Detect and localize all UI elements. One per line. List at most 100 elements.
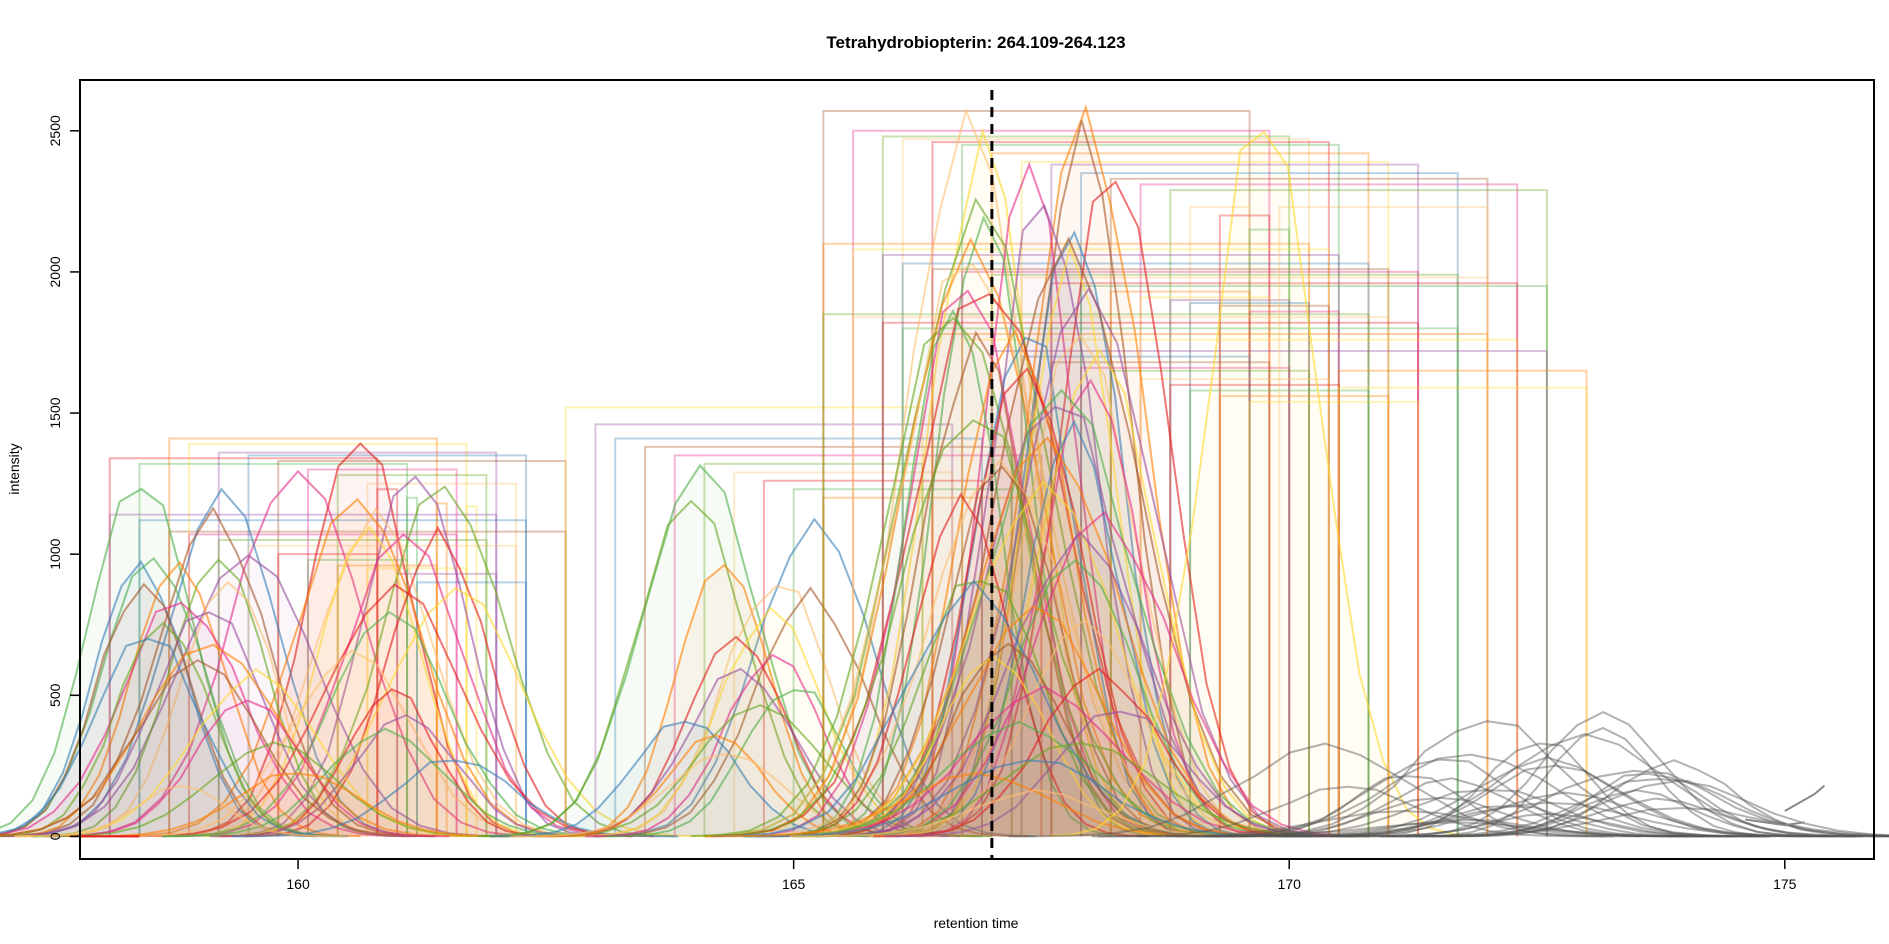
peak-trace bbox=[1207, 818, 1721, 838]
peak-trace bbox=[1203, 775, 1614, 838]
peak-fill bbox=[67, 773, 527, 837]
integration-box bbox=[852, 248, 1330, 837]
isolated-trace bbox=[1784, 784, 1826, 812]
peak-fill bbox=[864, 335, 1296, 837]
integration-box bbox=[822, 313, 1370, 837]
peak-trace bbox=[705, 772, 1250, 838]
peak-trace bbox=[585, 653, 960, 838]
integration-box bbox=[1080, 172, 1459, 837]
integration-box bbox=[990, 152, 1370, 837]
peak-trace bbox=[1326, 769, 1889, 838]
integration-box bbox=[901, 327, 1459, 837]
peak-trace bbox=[1282, 805, 1735, 838]
peak-trace bbox=[816, 530, 1344, 838]
peak-trace bbox=[1416, 797, 1889, 838]
peak-trace bbox=[1432, 772, 1864, 838]
peak-trace bbox=[217, 475, 614, 838]
peak-trace bbox=[1371, 710, 1835, 838]
peak-trace bbox=[890, 230, 1259, 838]
peak-trace bbox=[243, 525, 632, 838]
integration-box bbox=[1218, 395, 1390, 837]
integration-box bbox=[1248, 310, 1340, 837]
integration-box bbox=[1248, 400, 1420, 837]
integration-box bbox=[1337, 369, 1588, 837]
integration-box bbox=[217, 539, 488, 837]
integration-box bbox=[901, 262, 1370, 837]
peak-trace bbox=[1214, 777, 1689, 838]
integration-box bbox=[990, 349, 1548, 837]
peak-trace bbox=[0, 659, 436, 838]
axes: 160 165 170 175 0 500 1000 1500 2000 2500 bbox=[47, 79, 1875, 892]
peak-trace bbox=[838, 336, 1213, 838]
integration-box bbox=[733, 471, 954, 837]
integration-box bbox=[1020, 276, 1489, 837]
y-tick-label: 2000 bbox=[47, 256, 63, 287]
peak-trace bbox=[67, 772, 527, 838]
peak-trace bbox=[232, 759, 679, 838]
peak-fill bbox=[711, 580, 1236, 837]
peak-fill bbox=[770, 437, 1325, 837]
peak-trace bbox=[1295, 764, 1815, 838]
peak-trace bbox=[1404, 726, 1802, 838]
peak-group-trailing-noise bbox=[1008, 369, 1889, 838]
x-tick-label: 165 bbox=[782, 876, 806, 892]
peak-fill bbox=[864, 107, 1307, 837]
peak-trace bbox=[1091, 785, 1605, 838]
peak-trace bbox=[1165, 753, 1777, 838]
peak-trace bbox=[910, 180, 1321, 837]
integration-box bbox=[406, 496, 418, 837]
integration-box bbox=[247, 454, 528, 837]
isolated-trace bbox=[1745, 818, 1805, 827]
peak-trace bbox=[163, 727, 608, 838]
integration-box bbox=[703, 462, 924, 837]
peak-trace bbox=[32, 558, 405, 838]
integration-box bbox=[881, 321, 1420, 837]
peak-fill bbox=[799, 643, 1218, 837]
peak-trace bbox=[1136, 821, 1769, 838]
integration-box bbox=[1050, 282, 1519, 837]
integration-box bbox=[1218, 304, 1330, 837]
peak-fill bbox=[770, 481, 1317, 837]
plot-frame bbox=[79, 79, 1875, 860]
peak-trace bbox=[1330, 812, 1771, 838]
peak-fill bbox=[489, 721, 881, 837]
peak-trace bbox=[14, 784, 347, 838]
peak-trace bbox=[1416, 789, 1857, 838]
integration-box bbox=[1169, 189, 1548, 837]
peak-trace bbox=[173, 533, 634, 838]
integration-box bbox=[852, 129, 1271, 837]
integration-box bbox=[168, 437, 438, 837]
peak-trace bbox=[53, 469, 543, 838]
peak-traces bbox=[0, 103, 1889, 838]
chart-title: Tetrahydrobiopterin: 264.109-264.123 bbox=[826, 33, 1125, 52]
integration-box bbox=[1109, 177, 1489, 837]
peak-trace bbox=[743, 759, 1313, 838]
integration-box bbox=[1218, 214, 1271, 837]
peak-trace bbox=[1208, 720, 1766, 838]
peak-trace bbox=[1340, 742, 1739, 838]
integration-box bbox=[277, 460, 567, 837]
peak-trace bbox=[745, 720, 1294, 838]
integration-box bbox=[1337, 386, 1588, 837]
peak-trace bbox=[1098, 809, 1711, 838]
integration-box bbox=[1278, 206, 1489, 837]
integration-box bbox=[614, 437, 983, 837]
peak-trace bbox=[789, 788, 1283, 838]
integration-box bbox=[1248, 228, 1291, 837]
peak-fill bbox=[569, 608, 972, 837]
integration-box bbox=[1109, 290, 1251, 837]
integration-box bbox=[564, 406, 924, 837]
peak-fill bbox=[816, 532, 1344, 837]
integration-box bbox=[852, 316, 1390, 837]
integration-box bbox=[435, 502, 448, 837]
integration-box bbox=[1080, 366, 1291, 837]
peak-trace bbox=[1264, 756, 1830, 838]
integration-box bbox=[188, 533, 458, 837]
y-tick-label: 0 bbox=[47, 832, 63, 840]
peak-fill bbox=[163, 728, 608, 837]
peak-trace bbox=[691, 316, 1216, 838]
peak-fill bbox=[789, 789, 1283, 837]
y-tick-label: 1000 bbox=[47, 538, 63, 569]
peak-fill bbox=[779, 390, 1344, 837]
